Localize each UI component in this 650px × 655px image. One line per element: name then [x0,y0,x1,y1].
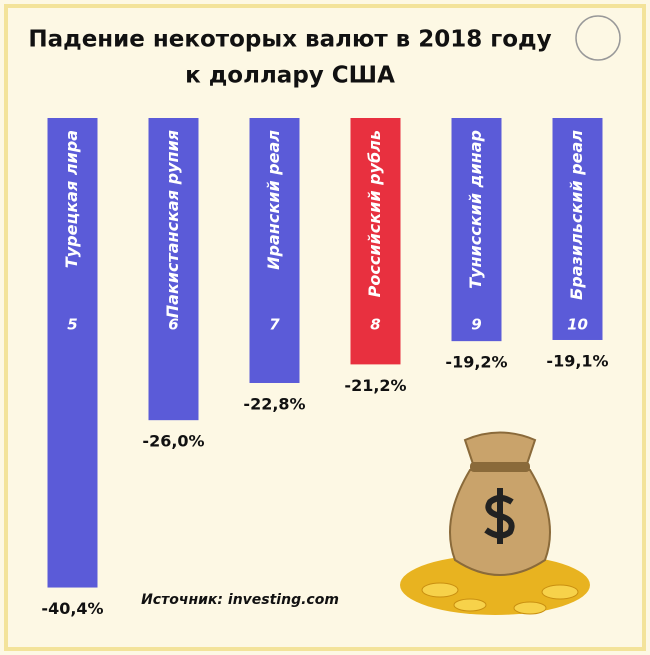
chart-title: Падение некоторых валют в 2018 году [28,27,551,53]
chart-subtitle: к доллару США [185,63,395,89]
value-label: -26,0% [142,432,204,451]
rank-label: 10 [567,316,588,334]
value-label: -19,2% [445,353,507,372]
rank-label: 7 [269,316,280,334]
rank-label: 8 [370,316,380,334]
bar [249,118,300,383]
rank-label: 5 [67,316,77,334]
category-label: Пакистанская рупия [163,130,182,318]
value-label: -40,4% [41,599,103,618]
value-label: -22,8% [243,394,305,413]
bar [350,118,401,365]
category-label: Российский рубль [365,130,384,297]
logo [575,15,621,61]
value-label: -21,2% [344,376,406,395]
bar [451,118,502,342]
category-label: Тунисский динар [466,130,485,289]
rank-label: 9 [471,316,481,334]
money-bag-icon [400,431,590,615]
bar [148,118,199,421]
category-label: Иранский реал [264,130,283,270]
value-label: -19,1% [546,351,608,370]
source-note: Источник: investing.com [141,592,339,608]
frame [4,4,646,651]
category-label: Бразильский реал [567,130,586,300]
category-label: Турецкая лира [62,130,81,268]
bar [552,118,603,340]
rank-label: 6 [168,316,178,334]
bar [47,118,98,588]
